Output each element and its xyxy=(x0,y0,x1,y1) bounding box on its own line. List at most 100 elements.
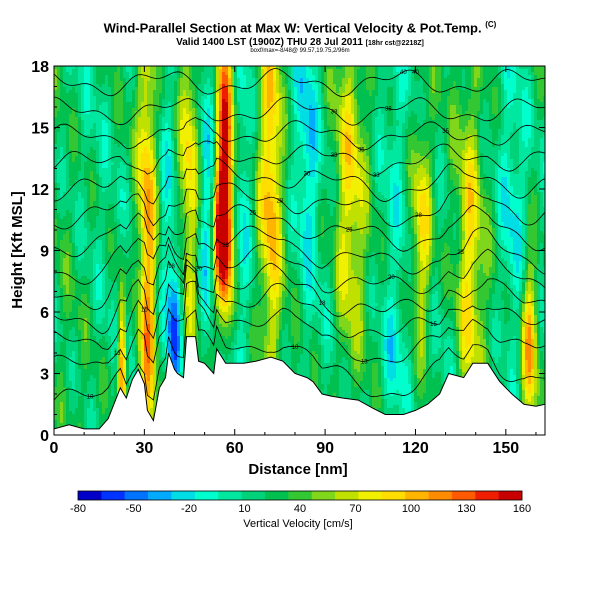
field-cell xyxy=(528,72,531,75)
field-cell xyxy=(489,126,492,129)
field-cell xyxy=(66,90,69,93)
field-cell xyxy=(264,129,267,132)
field-cell xyxy=(474,87,477,90)
field-cell xyxy=(537,108,540,111)
field-cell xyxy=(189,69,192,72)
field-cell xyxy=(300,135,303,138)
field-cell xyxy=(405,81,408,84)
field-cell xyxy=(60,87,63,90)
field-cell xyxy=(228,120,231,123)
field-cell xyxy=(273,123,276,126)
field-cell xyxy=(69,129,72,132)
field-cell xyxy=(537,144,540,147)
field-cell xyxy=(309,135,312,138)
field-cell xyxy=(117,81,120,84)
field-cell xyxy=(276,90,279,93)
field-cell xyxy=(501,114,504,117)
field-cell xyxy=(126,102,129,105)
field-cell xyxy=(333,102,336,105)
field-cell xyxy=(435,69,438,72)
field-cell xyxy=(399,147,402,150)
field-cell xyxy=(228,75,231,78)
field-cell xyxy=(288,87,291,90)
field-cell xyxy=(516,114,519,117)
field-cell xyxy=(135,78,138,81)
field-cell xyxy=(375,99,378,102)
field-cell xyxy=(465,90,468,93)
field-cell xyxy=(270,90,273,93)
field-cell xyxy=(399,93,402,96)
field-cell xyxy=(432,117,435,120)
field-cell xyxy=(135,126,138,129)
field-cell xyxy=(213,144,216,147)
field-cell xyxy=(525,72,528,75)
field-cell xyxy=(219,129,222,132)
field-cell xyxy=(111,132,114,135)
field-cell xyxy=(516,135,519,138)
field-cell xyxy=(462,96,465,99)
field-cell xyxy=(246,141,249,144)
field-cell xyxy=(390,126,393,129)
field-cell xyxy=(165,84,168,87)
field-cell xyxy=(156,111,159,114)
field-cell xyxy=(495,132,498,135)
field-cell xyxy=(312,135,315,138)
field-cell xyxy=(162,105,165,108)
field-cell xyxy=(411,78,414,81)
field-cell xyxy=(105,87,108,90)
field-cell xyxy=(129,156,132,159)
field-cell xyxy=(99,93,102,96)
field-cell xyxy=(90,138,93,141)
field-cell xyxy=(162,147,165,150)
field-cell xyxy=(414,102,417,105)
field-cell xyxy=(432,81,435,84)
field-cell xyxy=(384,117,387,120)
field-cell xyxy=(63,147,66,150)
field-cell xyxy=(63,120,66,123)
field-cell xyxy=(405,141,408,144)
field-cell xyxy=(282,114,285,117)
field-cell xyxy=(243,66,246,69)
field-cell xyxy=(342,102,345,105)
field-cell xyxy=(258,135,261,138)
field-cell xyxy=(63,117,66,120)
field-cell xyxy=(456,93,459,96)
field-cell xyxy=(81,129,84,132)
field-cell xyxy=(348,78,351,81)
field-cell xyxy=(84,78,87,81)
field-cell xyxy=(339,81,342,84)
field-cell xyxy=(246,147,249,150)
field-cell xyxy=(282,90,285,93)
field-cell xyxy=(354,99,357,102)
field-cell xyxy=(201,114,204,117)
field-cell xyxy=(294,75,297,78)
field-cell xyxy=(183,84,186,87)
field-cell xyxy=(393,66,396,69)
field-cell xyxy=(264,81,267,84)
field-cell xyxy=(465,66,468,69)
field-cell xyxy=(108,150,111,153)
field-cell xyxy=(261,105,264,108)
field-cell xyxy=(426,129,429,132)
field-cell xyxy=(276,153,279,156)
field-cell xyxy=(123,105,126,108)
field-cell xyxy=(426,126,429,129)
field-cell xyxy=(135,132,138,135)
field-cell xyxy=(216,66,219,69)
field-cell xyxy=(519,84,522,87)
field-cell xyxy=(540,87,543,90)
field-cell xyxy=(531,99,534,102)
field-cell xyxy=(522,96,525,99)
field-cell xyxy=(222,141,225,144)
field-cell xyxy=(531,87,534,90)
field-cell xyxy=(87,138,90,141)
field-cell xyxy=(276,126,279,129)
field-cell xyxy=(240,123,243,126)
field-cell xyxy=(255,75,258,78)
field-cell xyxy=(243,147,246,150)
field-cell xyxy=(120,129,123,132)
field-cell xyxy=(243,141,246,144)
field-cell xyxy=(180,132,183,135)
field-cell xyxy=(318,120,321,123)
field-cell xyxy=(234,126,237,129)
